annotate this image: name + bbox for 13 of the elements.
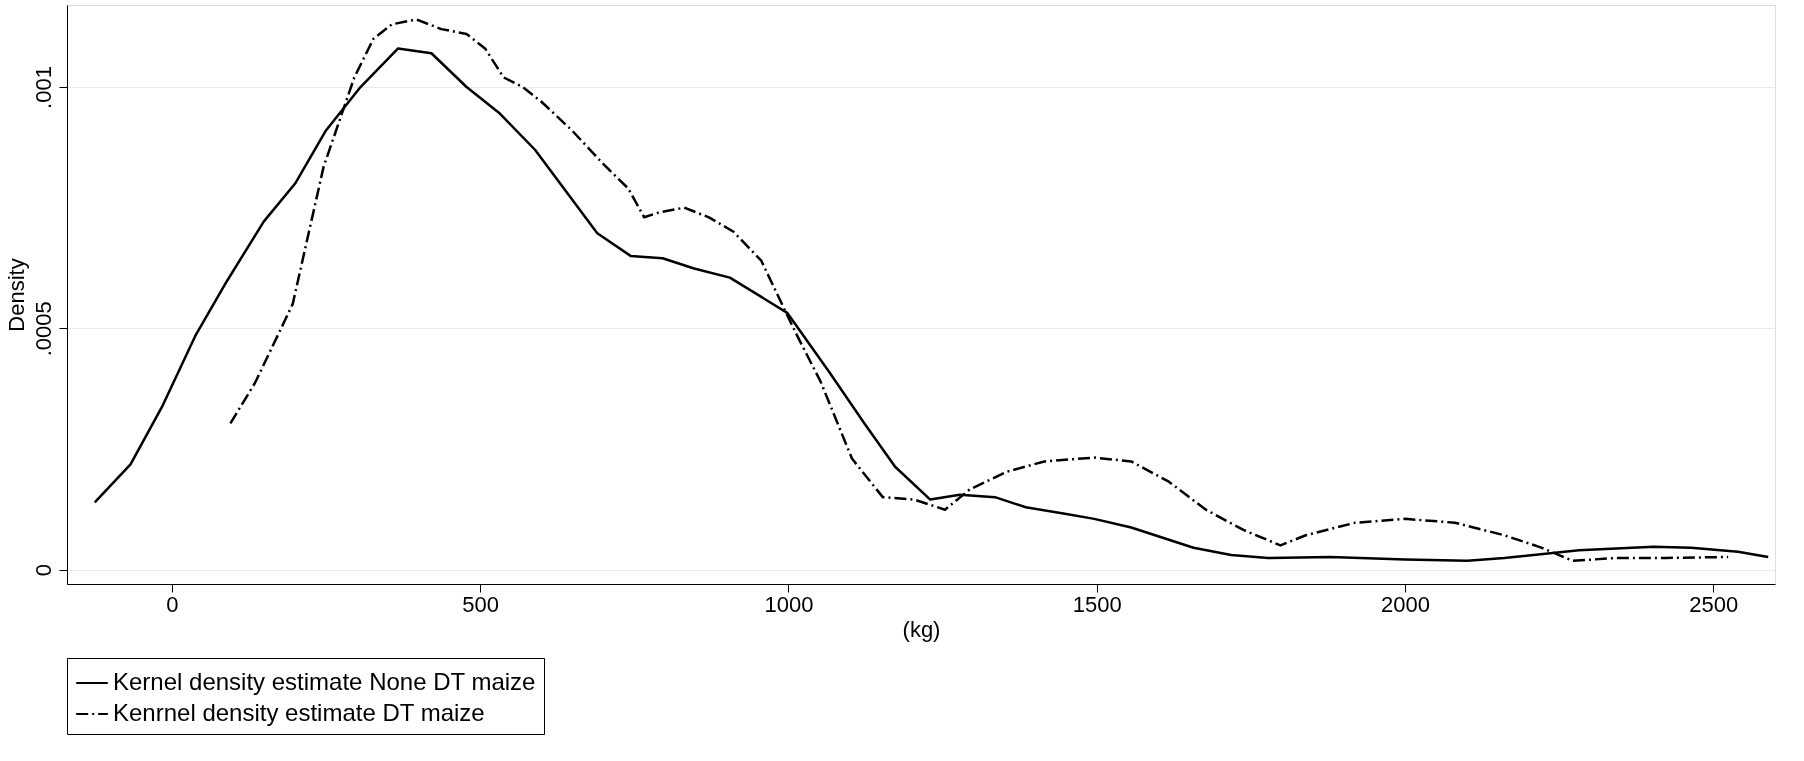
x-tick-label: 2500 <box>1689 591 1739 617</box>
x-axis-title: (kg) <box>902 616 941 642</box>
y-tick-label: .001 <box>30 66 56 109</box>
x-tick-label: 1500 <box>1072 591 1122 617</box>
legend-label: Kernel density estimate None DT maize <box>113 668 536 695</box>
y-axis-title: Density <box>3 258 29 332</box>
y-tick-label: .0005 <box>30 301 56 357</box>
x-tick-label: 1000 <box>764 591 814 617</box>
legend-label: Kenrnel density estimate DT maize <box>113 699 485 726</box>
x-tick-label: 500 <box>462 591 499 617</box>
x-tick-label: 2000 <box>1381 591 1431 617</box>
y-tick-label: 0 <box>30 563 56 577</box>
x-tick-label: 0 <box>166 591 179 617</box>
